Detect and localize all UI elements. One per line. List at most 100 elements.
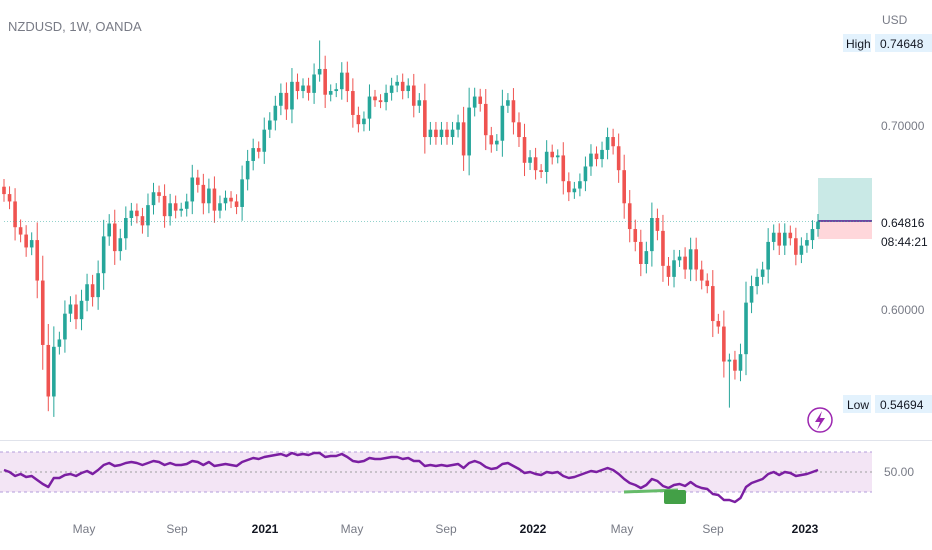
candle	[351, 78, 355, 128]
candle	[40, 255, 45, 370]
candle	[760, 261, 765, 285]
candle	[207, 178, 211, 214]
candle	[445, 121, 449, 145]
candle	[428, 121, 433, 145]
bar-countdown: 08:44:21	[881, 235, 928, 249]
price-tick-label: 0.70000	[881, 119, 925, 133]
candle	[589, 144, 593, 176]
candle	[600, 141, 604, 168]
candle	[7, 186, 12, 210]
candle	[561, 142, 566, 195]
candle	[245, 149, 250, 191]
candle	[722, 310, 726, 378]
candle	[173, 195, 178, 219]
candle	[328, 84, 333, 102]
candle	[18, 219, 23, 243]
candle	[483, 89, 488, 151]
candle	[733, 350, 737, 380]
high-value-badge	[875, 34, 932, 52]
candle	[417, 93, 422, 113]
candle	[683, 247, 687, 279]
candle	[666, 257, 671, 286]
candle	[744, 281, 748, 376]
candle	[112, 209, 117, 265]
candle	[273, 95, 278, 131]
candle	[384, 84, 388, 111]
low-badge	[843, 395, 871, 413]
candle	[627, 190, 632, 243]
divergence-badge[interactable]	[664, 490, 686, 504]
time-axis[interactable]: May Sep 2021 May Sep 2022 May Sep 2023	[73, 522, 819, 536]
candle	[699, 260, 704, 290]
time-tick-label: May	[341, 522, 364, 536]
candle	[439, 121, 444, 145]
candle	[218, 195, 222, 219]
candle	[212, 176, 217, 223]
candle	[306, 77, 311, 101]
candle	[583, 156, 588, 192]
candle	[539, 164, 543, 179]
candle	[146, 193, 150, 237]
candle	[129, 202, 134, 226]
candle	[223, 190, 228, 211]
candle	[805, 232, 809, 253]
candle	[35, 222, 40, 299]
candle	[151, 182, 156, 215]
candle	[229, 191, 233, 209]
candle	[157, 185, 161, 203]
candle	[290, 68, 294, 124]
candle	[373, 89, 377, 107]
candle	[179, 202, 183, 217]
candle	[456, 114, 460, 138]
candle	[13, 188, 17, 241]
time-tick-label: 2021	[252, 522, 279, 536]
candle	[339, 62, 344, 100]
candle	[284, 82, 289, 120]
candle	[522, 123, 527, 177]
candle	[423, 83, 427, 154]
high-badge	[843, 34, 871, 52]
candle	[650, 202, 654, 267]
candle	[622, 154, 626, 219]
candle	[378, 94, 383, 109]
candle	[771, 224, 776, 251]
lightning-icon[interactable]	[807, 407, 833, 433]
rsi-value: 50.00	[884, 465, 914, 479]
candle	[301, 78, 305, 99]
candle	[68, 296, 73, 322]
candle	[135, 203, 139, 224]
position-stop-zone[interactable]	[818, 221, 872, 239]
candle	[816, 213, 820, 237]
position-target-zone[interactable]	[818, 178, 872, 221]
price-axis[interactable]: 0.70000 0.60000	[881, 119, 925, 317]
candle	[777, 223, 782, 255]
candle	[52, 326, 56, 417]
candle	[24, 225, 28, 257]
candle	[312, 63, 316, 104]
candle	[517, 112, 521, 147]
price-badge	[875, 213, 932, 231]
candle	[267, 112, 272, 138]
candle	[295, 73, 300, 100]
candle	[262, 117, 267, 164]
price-tick-label: 0.60000	[881, 303, 925, 317]
candle	[190, 164, 195, 215]
candle	[472, 87, 477, 117]
candle	[594, 146, 599, 167]
candle	[544, 140, 549, 184]
time-tick-label: 2023	[792, 522, 819, 536]
candle	[201, 173, 206, 215]
candle	[240, 165, 244, 221]
candle	[478, 88, 483, 112]
candle	[107, 214, 112, 246]
candle	[168, 193, 172, 226]
candle	[782, 223, 787, 255]
candle	[799, 237, 804, 264]
time-tick-label: May	[611, 522, 634, 536]
candle	[411, 73, 416, 118]
candle	[279, 83, 283, 116]
candle	[605, 127, 610, 160]
candle	[644, 241, 649, 274]
candle	[196, 169, 200, 193]
